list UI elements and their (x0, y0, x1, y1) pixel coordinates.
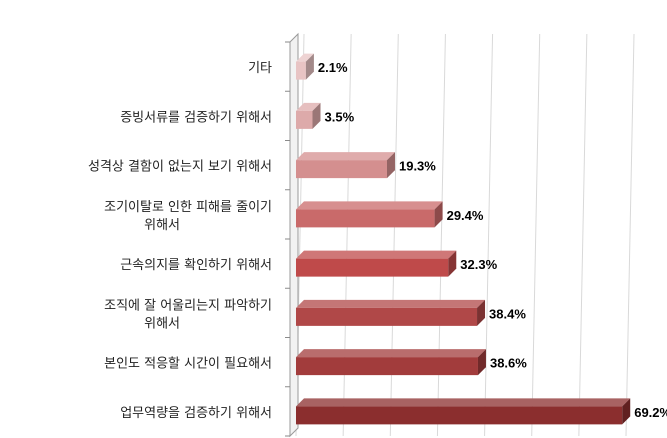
axis-wall (289, 32, 299, 438)
value-labels: 2.1% 3.5% 19.3% 29.4% 32.3% 38.4% 38.6% 69.2% (318, 60, 667, 420)
category-label: 조기이탈로 인한 피해를 줄이기 (104, 200, 272, 215)
category-label: 근속의지를 확인하기 위해서 (120, 258, 272, 273)
gridlines (295, 33, 635, 437)
gridline (342, 33, 352, 437)
bar (296, 250, 457, 277)
bar-end (434, 201, 443, 228)
bar-end (622, 398, 631, 425)
data-label: 32.3% (460, 257, 497, 272)
bar-end (477, 299, 486, 326)
data-label: 29.4% (447, 208, 484, 223)
bar-front (296, 307, 478, 326)
bar (296, 152, 395, 179)
gridline (578, 33, 588, 437)
category-label: 위해서 (144, 218, 180, 233)
bar-top (296, 299, 486, 308)
category-label: 기타 (248, 61, 272, 76)
category-label: 조직에 잘 어울리는지 파악하기 (104, 298, 272, 313)
bar (296, 349, 486, 376)
bar (296, 299, 486, 326)
bar-front (296, 357, 478, 376)
bar-front (296, 160, 387, 179)
category-label: 업무역량을 검증하기 위해서 (120, 406, 272, 421)
data-label: 19.3% (399, 159, 436, 174)
bar (296, 201, 443, 228)
bar-top (296, 152, 395, 161)
gridline (484, 33, 494, 437)
gridline (389, 33, 399, 437)
bar-top (296, 250, 457, 259)
bar-front (296, 258, 449, 277)
gridline (625, 33, 635, 437)
bar-end (312, 102, 321, 129)
bar-front (296, 61, 306, 80)
bar-end (448, 250, 457, 277)
data-label: 3.5% (325, 109, 355, 124)
bar (296, 398, 631, 425)
category-label: 위해서 (144, 316, 180, 331)
bar-top (296, 349, 486, 358)
bar-end (477, 349, 486, 376)
bar-top (296, 53, 314, 62)
bar-top (296, 398, 631, 407)
bar-end (305, 53, 314, 80)
bar-front (296, 209, 435, 228)
data-label: 38.4% (489, 306, 526, 321)
bar (296, 53, 314, 80)
category-label: 본인도 적응할 시간이 필요해서 (104, 357, 272, 372)
category-label: 증빙서류를 검증하기 위해서 (120, 110, 272, 125)
bar-front (296, 406, 623, 425)
data-label: 69.2% (634, 405, 667, 420)
bar-top (296, 102, 321, 111)
data-label: 2.1% (318, 60, 348, 75)
bar-top (296, 201, 443, 210)
gridline (436, 33, 446, 437)
bar-front (296, 110, 313, 129)
category-axis (285, 32, 299, 438)
bar-end (386, 152, 395, 179)
bars (296, 53, 631, 425)
category-label: 성격상 결함이 없는지 보기 위해서 (88, 160, 272, 175)
data-label: 38.6% (490, 356, 527, 371)
bar (296, 102, 321, 129)
gridline (531, 33, 541, 437)
